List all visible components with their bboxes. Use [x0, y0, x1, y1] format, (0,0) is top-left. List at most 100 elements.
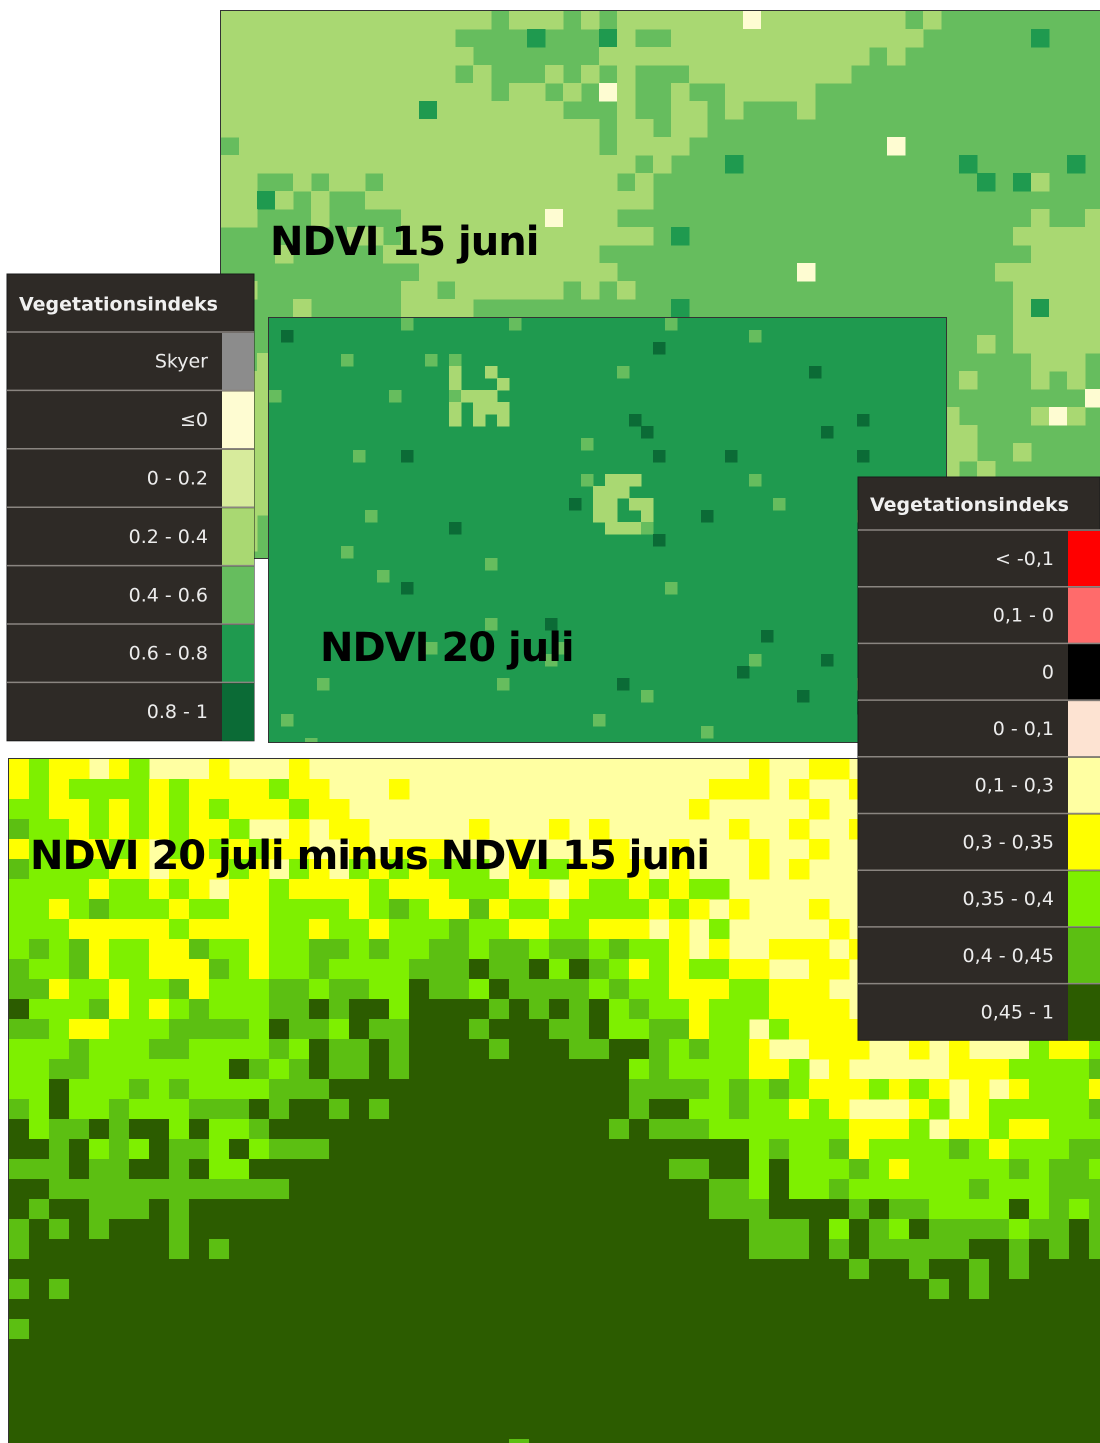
map-pixel — [437, 227, 456, 246]
map-pixel — [669, 1179, 690, 1200]
map-pixel — [383, 119, 402, 138]
map-pixel — [69, 1079, 90, 1100]
map-pixel — [725, 450, 738, 463]
map-pixel — [1029, 1239, 1050, 1260]
map-pixel — [725, 11, 744, 30]
map-pixel — [569, 1279, 590, 1300]
map-pixel — [629, 1059, 650, 1080]
map-pixel — [129, 839, 150, 860]
map-pixel — [761, 29, 780, 48]
map-pixel — [549, 1039, 570, 1060]
map-pixel — [289, 1359, 310, 1380]
map-pixel — [409, 1439, 430, 1443]
map-pixel — [229, 899, 250, 920]
map-pixel — [689, 999, 710, 1020]
map-pixel — [69, 1339, 90, 1360]
map-pixel — [829, 1039, 850, 1060]
map-pixel — [469, 1179, 490, 1200]
map-pixel — [389, 1279, 410, 1300]
map-pixel — [9, 1039, 30, 1060]
map-pixel — [671, 47, 690, 66]
map-pixel — [349, 999, 370, 1020]
map-pixel — [589, 1039, 610, 1060]
map-pixel — [1009, 1139, 1030, 1160]
map-pixel — [389, 1239, 410, 1260]
map-pixel — [1085, 335, 1100, 354]
map-pixel — [389, 879, 410, 900]
map-pixel — [269, 1099, 290, 1120]
map-pixel — [349, 1219, 370, 1240]
map-pixel — [1029, 1099, 1050, 1120]
map-pixel — [491, 209, 510, 228]
map-pixel — [649, 1239, 670, 1260]
map-pixel — [169, 959, 190, 980]
map-pixel — [289, 1079, 310, 1100]
map-pixel — [169, 1159, 190, 1180]
map-pixel — [229, 1259, 250, 1280]
map-pixel — [109, 839, 130, 860]
map-pixel — [189, 1179, 210, 1200]
map-pixel — [309, 1279, 330, 1300]
map-pixel — [909, 1159, 930, 1180]
map-pixel — [1069, 1219, 1090, 1240]
map-pixel — [49, 819, 70, 840]
map-pixel — [629, 1219, 650, 1240]
map-pixel — [1089, 1439, 1100, 1443]
map-pixel — [257, 65, 276, 84]
map-pixel — [369, 1319, 390, 1340]
map-pixel — [275, 83, 294, 102]
map-pixel — [669, 1019, 690, 1040]
map-pixel — [49, 1039, 70, 1060]
map-pixel — [599, 263, 618, 282]
map-pixel — [569, 1399, 590, 1420]
map-pixel — [129, 1379, 150, 1400]
map-pixel — [189, 1279, 210, 1300]
map-pixel — [689, 1419, 710, 1440]
map-pixel — [129, 1099, 150, 1120]
map-pixel — [329, 1079, 350, 1100]
map-pixel — [109, 1139, 130, 1160]
map-pixel — [309, 1019, 330, 1040]
map-pixel — [449, 1379, 470, 1400]
map-pixel — [311, 83, 330, 102]
map-pixel — [549, 1119, 570, 1140]
map-pixel — [437, 191, 456, 210]
map-pixel — [1069, 1319, 1090, 1340]
map-pixel — [1085, 281, 1100, 300]
map-pixel — [581, 281, 600, 300]
map-pixel — [455, 191, 474, 210]
map-pixel — [401, 191, 420, 210]
map-pixel — [69, 1299, 90, 1320]
map-pixel — [581, 65, 600, 84]
map-pixel — [257, 11, 276, 30]
map-pixel — [29, 1139, 50, 1160]
map-pixel — [529, 1019, 550, 1040]
map-pixel — [109, 859, 130, 880]
map-pixel — [469, 1139, 490, 1160]
map-pixel — [689, 101, 708, 120]
map-pixel — [989, 1339, 1010, 1360]
map-pixel — [635, 191, 654, 210]
map-pixel — [689, 1099, 710, 1120]
map-pixel — [1089, 1279, 1100, 1300]
map-pixel — [29, 1219, 50, 1240]
map-pixel — [1069, 1339, 1090, 1360]
map-pixel — [1031, 407, 1050, 426]
map-pixel — [849, 1259, 870, 1280]
map-pixel — [563, 191, 582, 210]
map-pixel — [269, 899, 290, 920]
map-pixel — [473, 402, 486, 415]
map-pixel — [1009, 1219, 1030, 1240]
map-pixel — [257, 101, 276, 120]
map-pixel — [9, 1419, 30, 1440]
map-pixel — [89, 1439, 110, 1443]
map-pixel — [809, 979, 830, 1000]
map-pixel — [569, 498, 582, 511]
map-pixel — [383, 47, 402, 66]
map-pixel — [789, 1099, 810, 1120]
map-pixel — [589, 1259, 610, 1280]
map-pixel — [491, 173, 510, 192]
map-pixel — [401, 173, 420, 192]
map-pixel — [449, 859, 470, 880]
